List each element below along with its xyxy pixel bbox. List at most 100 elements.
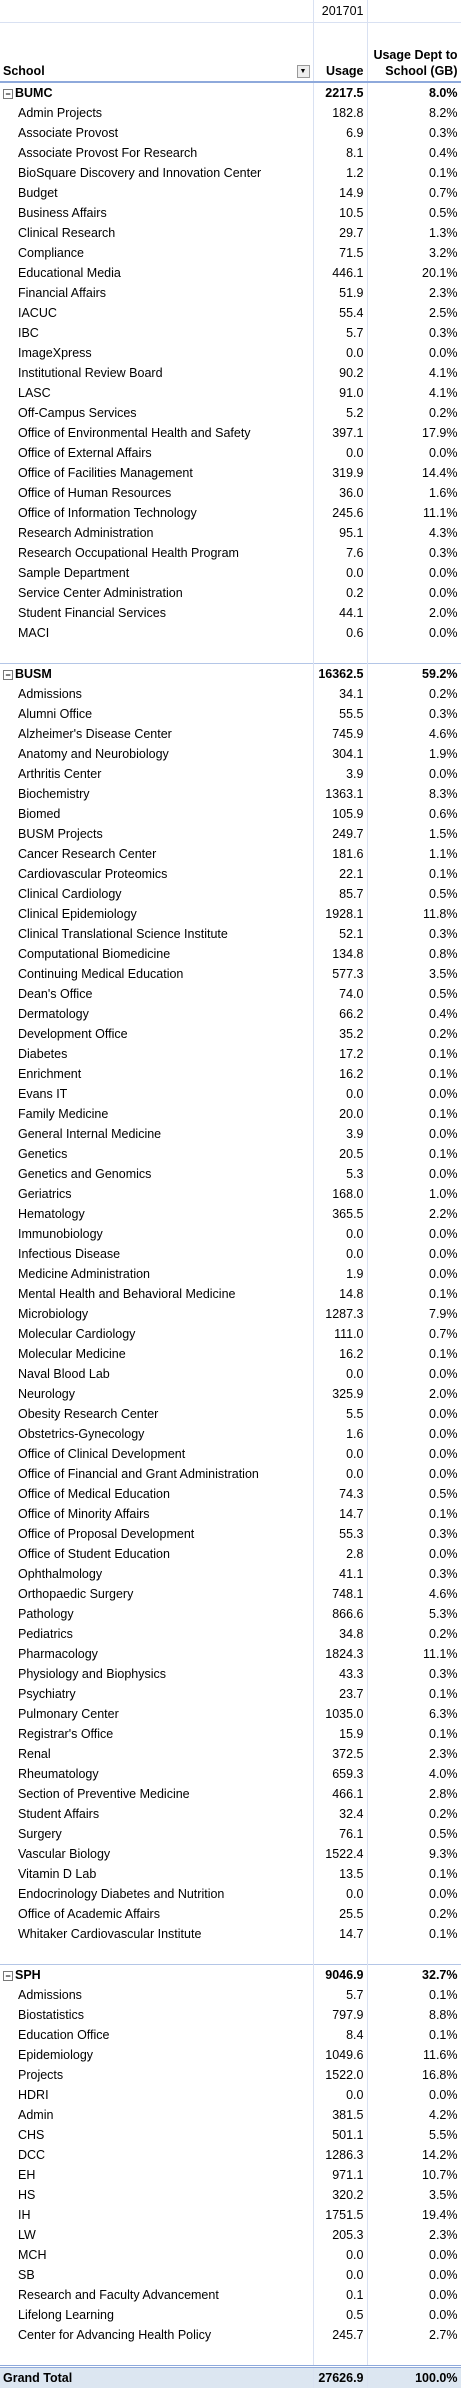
collapse-toggle[interactable]: − — [3, 89, 13, 99]
label: Admin — [18, 2108, 53, 2122]
value: 0.0% — [429, 767, 458, 781]
cell: Clinical Translational Science Institute — [0, 924, 313, 944]
value: 3.2% — [429, 246, 458, 260]
cell: 0.0 — [313, 2265, 367, 2285]
cell: 365.5 — [313, 1204, 367, 1224]
cell: Orthopaedic Surgery — [0, 1584, 313, 1604]
cell: 397.1 — [313, 423, 367, 443]
cell: 15.9 — [313, 1724, 367, 1744]
cell: Arthritis Center — [0, 764, 313, 784]
cell: Admin Projects — [0, 103, 313, 123]
label: IBC — [18, 326, 39, 340]
value: 446.1 — [332, 266, 363, 280]
value: 43.3 — [339, 1667, 363, 1681]
value: 2.8 — [346, 1547, 363, 1561]
label: Medicine Administration — [18, 1267, 150, 1281]
cell: 181.6 — [313, 844, 367, 864]
cell: 0.8% — [367, 944, 461, 964]
cell — [313, 643, 367, 664]
period: 201701 — [313, 0, 367, 23]
cell: 16.2 — [313, 1344, 367, 1364]
cell: Biostatistics — [0, 2005, 313, 2025]
column-header: School▼ — [0, 23, 313, 83]
value: 0.1% — [429, 1507, 458, 1521]
value: 2.0% — [429, 1387, 458, 1401]
cell: 76.1 — [313, 1824, 367, 1844]
cell: 1363.1 — [313, 784, 367, 804]
value: 85.7 — [339, 887, 363, 901]
cell: Genetics — [0, 1144, 313, 1164]
label: Physiology and Biophysics — [18, 1667, 166, 1681]
label: Grand Total — [3, 2371, 72, 2385]
cell: 111.0 — [313, 1324, 367, 1344]
cell: 3.5% — [367, 964, 461, 984]
cell: 23.7 — [313, 1684, 367, 1704]
cell — [0, 643, 313, 664]
label: HDRI — [18, 2088, 49, 2102]
cell: 7.9% — [367, 1304, 461, 1324]
label: Section of Preventive Medicine — [18, 1787, 190, 1801]
value: 66.2 — [339, 1007, 363, 1021]
cell: 0.3% — [367, 123, 461, 143]
cell: ImageXpress — [0, 343, 313, 363]
value: 0.0% — [429, 1547, 458, 1561]
filter-button[interactable]: ▼ — [297, 65, 310, 78]
value: 0.3% — [429, 1527, 458, 1541]
cell: 0.0% — [367, 443, 461, 463]
value: 0.0% — [429, 1127, 458, 1141]
value: 4.0% — [429, 1767, 458, 1781]
cell: 1.0% — [367, 1184, 461, 1204]
value: 4.1% — [429, 366, 458, 380]
cell: Clinical Epidemiology — [0, 904, 313, 924]
cell: 320.2 — [313, 2185, 367, 2205]
cell: 0.0% — [367, 1404, 461, 1424]
value: 0.0% — [429, 2288, 458, 2302]
cell: Neurology — [0, 1384, 313, 1404]
collapse-toggle[interactable]: − — [3, 1971, 13, 1981]
label: Office of Information Technology — [18, 506, 197, 520]
cell: 2.7% — [367, 2325, 461, 2345]
value: 0.0% — [429, 1467, 458, 1481]
cell: Office of Academic Affairs — [0, 1904, 313, 1924]
value: 0.1 — [346, 2288, 363, 2302]
value: 19.4% — [422, 2208, 457, 2222]
cell: 66.2 — [313, 1004, 367, 1024]
value: 5.5% — [429, 2128, 458, 2142]
value: 14.4% — [422, 466, 457, 480]
label: Endocrinology Diabetes and Nutrition — [18, 1887, 224, 1901]
label: Sample Department — [18, 566, 129, 580]
label: Admin Projects — [18, 106, 102, 120]
value: 5.7 — [346, 326, 363, 340]
value: 0.0 — [346, 1247, 363, 1261]
value: 0.3% — [429, 927, 458, 941]
cell: Anatomy and Neurobiology — [0, 744, 313, 764]
value: 14.7 — [339, 1507, 363, 1521]
cell: 0.1% — [367, 1344, 461, 1364]
value: 0.0% — [429, 1167, 458, 1181]
cell: Molecular Cardiology — [0, 1324, 313, 1344]
cell: 29.7 — [313, 223, 367, 243]
cell: 8.3% — [367, 784, 461, 804]
collapse-toggle[interactable]: − — [3, 670, 13, 680]
cell: 2.0% — [367, 1384, 461, 1404]
value: 59.2% — [422, 667, 457, 681]
